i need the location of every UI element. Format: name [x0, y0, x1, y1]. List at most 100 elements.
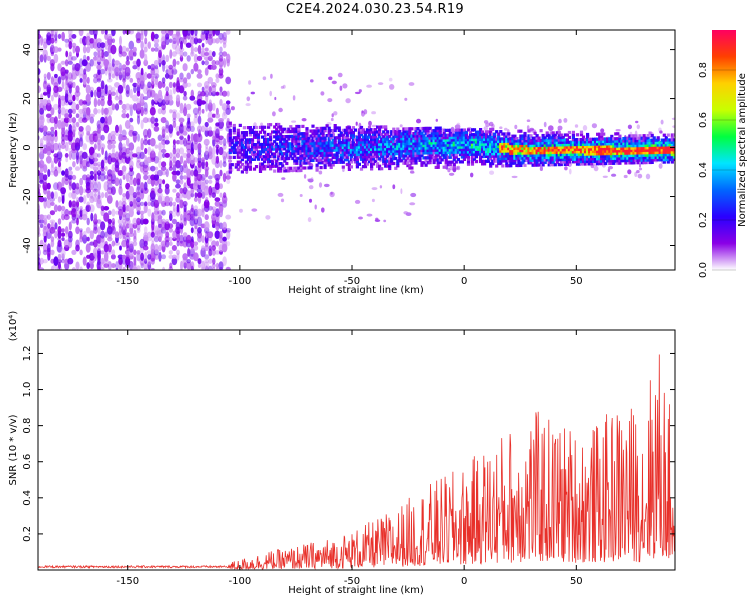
- heatmap-cell: [662, 160, 666, 164]
- heatmap-cell: [232, 143, 236, 147]
- heatmap-cell: [111, 208, 116, 217]
- heatmap-cell: [118, 186, 123, 196]
- heatmap-cell: [183, 90, 187, 97]
- heatmap-cell: [204, 254, 210, 260]
- heatmap-cell: [456, 150, 460, 154]
- heatmap-cell: [347, 126, 351, 130]
- heatmap-cell: [252, 157, 257, 161]
- heatmap-cell: [311, 153, 315, 158]
- heatmap-cell: [107, 243, 112, 253]
- heatmap-cell: [632, 139, 636, 143]
- heatmap-cell: [82, 234, 88, 244]
- heatmap-cell: [178, 85, 185, 94]
- heatmap-cell: [297, 169, 301, 173]
- heatmap-cell: [462, 140, 466, 144]
- heatmap-cell: [606, 142, 610, 146]
- heatmap-cell: [392, 149, 396, 153]
- heatmap-cell: [357, 135, 361, 139]
- heatmap-cell: [124, 103, 131, 111]
- heatmap-cell: [517, 149, 521, 153]
- heatmap-cell: [197, 115, 202, 125]
- heatmap-cell: [342, 83, 348, 89]
- heatmap-cell: [365, 142, 370, 147]
- heatmap-cell: [398, 147, 402, 151]
- heatmap-cell: [96, 38, 102, 44]
- heatmap-cell: [311, 139, 315, 143]
- heatmap-cell: [583, 147, 588, 151]
- heatmap-cell: [121, 196, 127, 203]
- heatmap-cell: [474, 140, 479, 144]
- heatmap-cell: [180, 213, 183, 221]
- heatmap-cell: [283, 169, 287, 173]
- heatmap-cell: [193, 62, 199, 72]
- heatmap-cell: [317, 136, 321, 140]
- heatmap-cell: [464, 133, 468, 137]
- heatmap-cell: [228, 141, 232, 145]
- heatmap-cell: [361, 165, 366, 169]
- heatmap-cell: [367, 160, 372, 164]
- heatmap-cell: [632, 151, 636, 155]
- heatmap-cell: [456, 145, 460, 149]
- heatmap-cell: [108, 152, 112, 159]
- heatmap-cell: [307, 144, 311, 148]
- heatmap-cell: [626, 139, 630, 143]
- heatmap-cell: [309, 149, 313, 153]
- heatmap-cell: [507, 149, 511, 153]
- heatmap-cell: [265, 215, 271, 220]
- heatmap-cell: [273, 169, 277, 173]
- heatmap-cell: [71, 42, 77, 48]
- heatmap-cell: [392, 184, 396, 190]
- heatmap-cell: [464, 152, 468, 157]
- heatmap-cell: [68, 123, 73, 134]
- heatmap-cell: [85, 93, 91, 103]
- heatmap-cell: [376, 164, 380, 168]
- heatmap-cell: [107, 33, 113, 40]
- heatmap-cell: [179, 199, 184, 209]
- heatmap-cell: [38, 203, 41, 214]
- heatmap-cell: [380, 125, 384, 129]
- heatmap-cell: [92, 152, 99, 159]
- heatmap-cell: [305, 149, 309, 153]
- heatmap-cell: [57, 76, 62, 85]
- heatmap-cell: [567, 130, 571, 135]
- heatmap-cell: [168, 64, 174, 70]
- heatmap-cell: [529, 153, 533, 157]
- heatmap-cell: [260, 122, 264, 127]
- heatmap-cell: [314, 204, 317, 210]
- heatmap-cell: [357, 128, 361, 132]
- heatmap-cell: [291, 137, 295, 141]
- heatmap-cell: [269, 137, 273, 141]
- heatmap-cell: [323, 126, 327, 130]
- heatmap-cell: [93, 143, 97, 150]
- heatmap-cell: [662, 133, 666, 137]
- heatmap-cell: [351, 148, 355, 152]
- heatmap-cell: [154, 65, 159, 70]
- heatmap-cell: [549, 131, 553, 135]
- heatmap-cell: [267, 155, 271, 159]
- heatmap-cell: [541, 156, 545, 160]
- heatmap-cell: [456, 165, 461, 171]
- heatmap-cell: [567, 152, 571, 157]
- heatmap-cell: [468, 143, 473, 147]
- heatmap-cell: [341, 155, 345, 159]
- heatmap-cell: [269, 167, 273, 171]
- heatmap-cell: [426, 151, 430, 155]
- heatmap-cell: [637, 173, 643, 179]
- heatmap-cell: [86, 236, 90, 242]
- heatmap-cell: [479, 145, 483, 149]
- heatmap-cell: [96, 170, 102, 176]
- heatmap-cell: [588, 137, 592, 141]
- heatmap-cell: [408, 149, 412, 153]
- heatmap-cell: [258, 162, 263, 166]
- heatmap-cell: [565, 140, 569, 144]
- heatmap-cell: [579, 152, 584, 156]
- heatmap-cell: [175, 94, 181, 102]
- heatmap-cell: [208, 50, 213, 58]
- heatmap-cell: [53, 142, 59, 151]
- heatmap-cell: [432, 158, 436, 162]
- heatmap-cell: [96, 245, 102, 251]
- heatmap-cell: [567, 135, 571, 139]
- heatmap-cell: [293, 142, 297, 146]
- heatmap-cell: [154, 122, 159, 127]
- heatmap-cell: [370, 155, 374, 159]
